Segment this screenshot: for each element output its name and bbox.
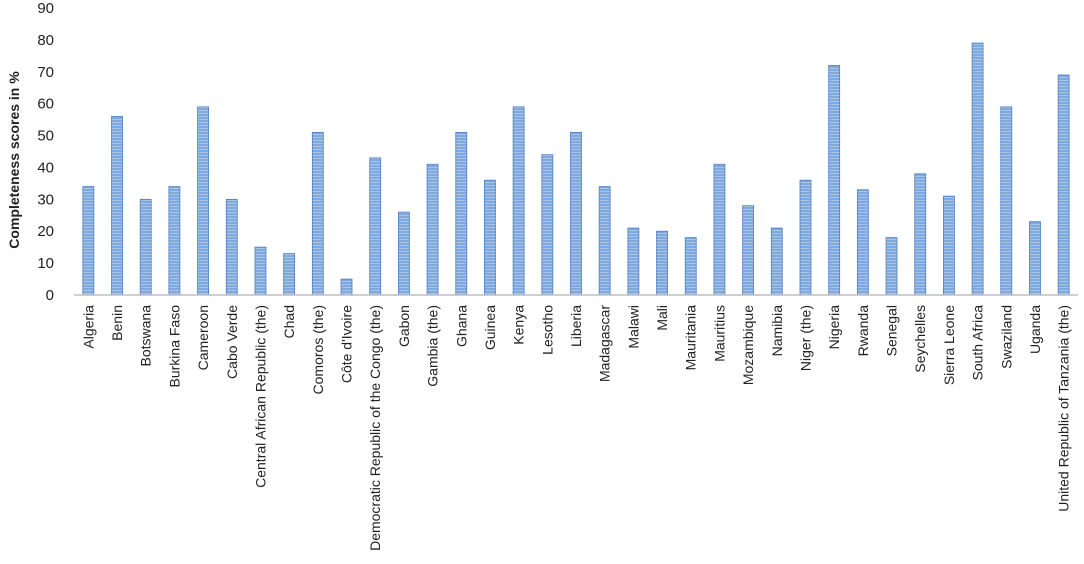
bar-rwanda (856, 189, 869, 296)
y-tick-label: 80 (37, 32, 54, 49)
x-tick-label: Benin (109, 305, 125, 341)
x-tick-label: Mauritania (683, 305, 699, 371)
x-axis-labels: Algeria Benin Botswana Burkina Faso Cameroon… (80, 305, 1071, 551)
y-tick-label: 50 (37, 128, 54, 145)
bar-ghana (455, 131, 468, 296)
x-tick-label: Cameroon (195, 305, 211, 370)
y-tick-label: 40 (37, 159, 54, 176)
x-tick-label: Côte d'Ivoire (339, 305, 355, 383)
x-tick-label: Malawi (625, 305, 641, 349)
y-tick-label: 30 (37, 191, 54, 208)
x-tick-label: Ghana (453, 305, 469, 347)
bar-chad (283, 253, 296, 296)
bars (82, 42, 1070, 296)
bar-mauritania (684, 237, 697, 296)
x-tick-label: Gambia (the) (425, 305, 441, 387)
bar-gambia-the (426, 163, 439, 296)
x-tick-label: Mali (654, 305, 670, 331)
bar-kenya (512, 106, 525, 296)
bar-south-africa (971, 42, 984, 296)
x-tick-label: Niger (the) (797, 305, 813, 371)
x-tick-label: Kenya (511, 305, 527, 345)
y-axis-ticks: 0 10 20 30 40 50 60 70 80 90 (37, 0, 54, 304)
x-tick-label: South Africa (970, 305, 986, 381)
bar-madagascar (598, 186, 611, 296)
bar-senegal (885, 237, 898, 296)
x-tick-label: Cabo Verde (224, 305, 240, 379)
bar-mauritius (713, 163, 726, 296)
bar-niger-the (799, 179, 812, 296)
x-tick-label: Gabon (396, 305, 412, 347)
x-tick-label: Guinea (482, 305, 498, 350)
y-tick-label: 60 (37, 96, 54, 113)
y-tick-label: 90 (37, 0, 54, 17)
y-tick-label: 0 (46, 287, 54, 304)
bar-cameroon (197, 106, 209, 296)
x-tick-label: Swaziland (998, 305, 1014, 369)
x-tick-label: Uganda (1027, 305, 1043, 354)
y-tick-label: 10 (37, 255, 54, 272)
x-tick-label: Rwanda (855, 305, 871, 357)
x-tick-label: Botswana (138, 305, 154, 367)
x-tick-label: Sierra Leone (941, 305, 957, 385)
bar-uganda (1029, 221, 1041, 296)
bar-gabon (397, 211, 410, 296)
bar-swaziland (1000, 106, 1013, 296)
bar-namibia (770, 227, 783, 296)
x-tick-label: Burkina Faso (166, 305, 182, 388)
x-tick-label: Nigeria (826, 305, 842, 350)
x-tick-label: Liberia (568, 305, 584, 347)
bar-sierra-leone (943, 195, 955, 296)
x-tick-label: Central African Republic (the) (252, 305, 268, 488)
x-tick-label: Namibia (769, 305, 785, 357)
bar-comoros-the (311, 131, 324, 296)
bar-united-republic-of-tanzania-the (1057, 74, 1070, 296)
bar-mozambique (742, 205, 755, 296)
x-tick-label: Mauritius (711, 305, 727, 362)
bar-nigeria (828, 65, 841, 296)
bar-liberia (570, 131, 582, 296)
bar-seychelles (914, 173, 927, 296)
bar-mali (656, 230, 668, 296)
bar-botswana (139, 198, 152, 296)
x-tick-label: Seychelles (912, 305, 928, 373)
y-tick-label: 70 (37, 64, 54, 81)
x-tick-label: Comoros (the) (310, 305, 326, 394)
bar-algeria (82, 186, 95, 296)
bar-guinea (484, 179, 496, 296)
x-tick-label: Madagascar (597, 305, 613, 382)
bar-malawi (627, 227, 640, 296)
x-tick-label: Algeria (80, 305, 96, 349)
x-tick-label: United Republic of Tanzania (the) (1056, 305, 1072, 512)
y-axis-title: Completeness scores in % (6, 71, 22, 249)
bar-c-te-d-ivoire (340, 278, 353, 296)
x-tick-label: Mozambique (740, 305, 756, 385)
x-tick-label: Senegal (884, 305, 900, 356)
x-tick-label: Lesotho (539, 305, 555, 355)
bar-democratic-republic-of-the-congo-the (369, 157, 382, 296)
bar-lesotho (541, 154, 554, 296)
x-tick-label: Democratic Republic of the Congo (the) (367, 305, 383, 551)
bar-burkina-faso (168, 186, 181, 296)
bar-benin (111, 116, 123, 296)
x-tick-label: Chad (281, 305, 297, 338)
y-tick-label: 20 (37, 223, 54, 240)
bar-central-african-republic-the (254, 246, 267, 296)
bar-cabo-verde (225, 198, 238, 296)
